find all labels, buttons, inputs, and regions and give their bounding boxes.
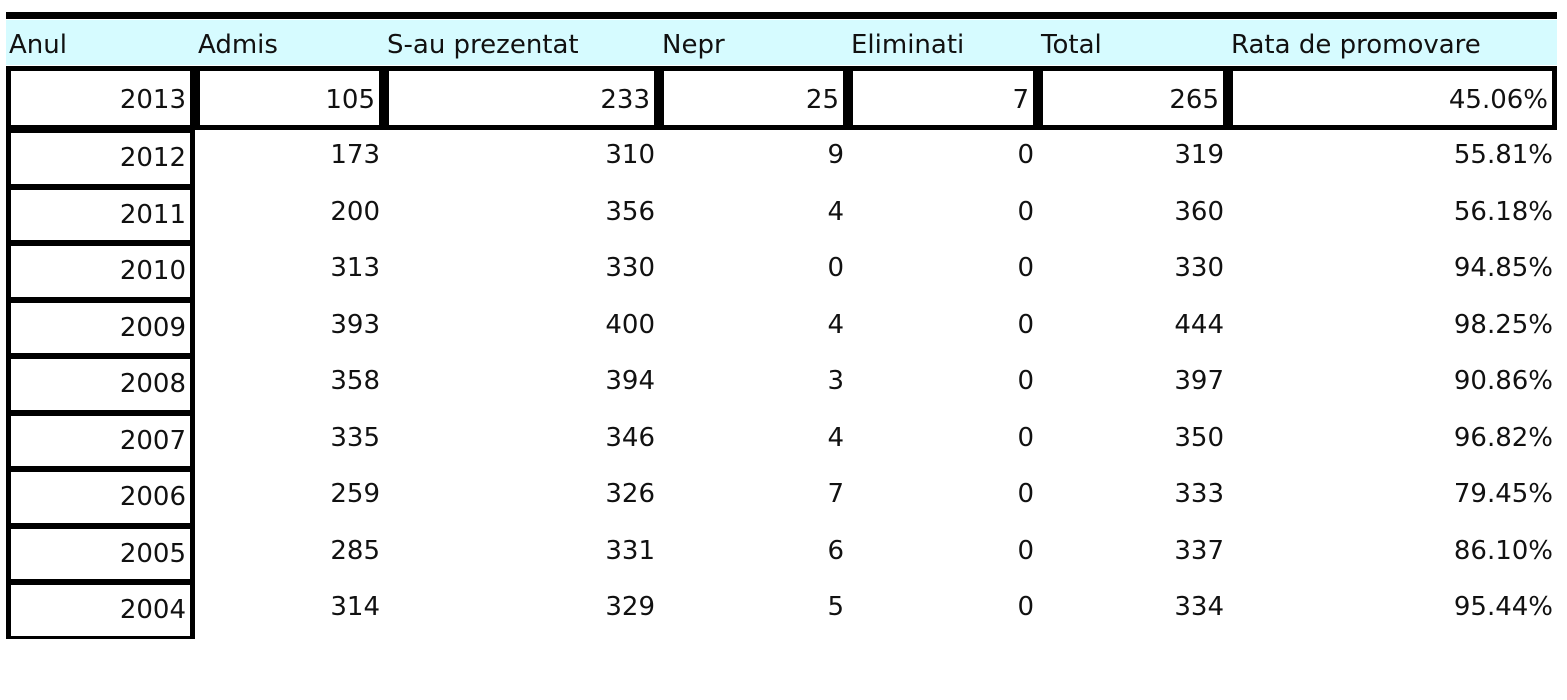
table-cell: 173 [330,140,380,170]
table-cell: 0 [1017,479,1034,509]
table-cell: 2013 [6,66,195,130]
table-cell: 0 [1017,592,1034,622]
table-cell: 2011 [6,186,195,243]
table-cell: 444 [1174,309,1224,340]
column-header: Admis [198,30,278,60]
table-cell: 2009 [6,299,195,356]
table-cell: 358 [330,366,380,396]
table-cell: 326 [605,479,655,509]
table-row: 2004 314 329 5 0 334 95.44% [6,582,1557,639]
column-header: S-au prezentat [387,30,579,60]
table-cell: 356 [605,196,655,227]
table-row: 2011 200 356 4 0 360 56.18% [6,186,1557,243]
table-cell: 400 [605,309,655,340]
table-cell: 5 [827,592,844,622]
table-cell: 0 [1017,422,1034,453]
table-cell: 105 [195,66,384,130]
table-top-border [6,12,1557,19]
table-cell: 285 [330,535,380,566]
table-cell: 394 [605,366,655,396]
table-cell: 2007 [6,412,195,469]
table-cell: 4 [827,196,844,227]
table-cell: 25 [659,66,848,130]
table-cell: 265 [1038,66,1228,130]
table-cell: 335 [330,422,380,453]
table-cell: 0 [1017,535,1034,566]
table-cell: 337 [1174,535,1224,566]
table-cell: 259 [330,479,380,509]
table-cell: 331 [605,535,655,566]
table-cell: 4 [827,309,844,340]
table-row: 2008 358 394 3 0 397 90.86% [6,356,1557,413]
table-cell: 233 [384,66,659,130]
table-cell: 95.44% [1453,592,1553,622]
table-cell: 96.82% [1453,422,1553,453]
table-cell: 56.18% [1453,196,1553,227]
table-cell: 7 [827,479,844,509]
table-cell: 0 [827,253,844,283]
table-row: 2006 259 326 7 0 333 79.45% [6,469,1557,526]
table-cell: 313 [330,253,380,283]
table-cell: 333 [1174,479,1224,509]
table-cell: 334 [1174,592,1224,622]
table-cell: 200 [330,196,380,227]
table-cell: 329 [605,592,655,622]
table-cell: 4 [827,422,844,453]
table-cell: 7 [848,66,1038,130]
table-row: 2009 393 400 4 0 444 98.25% [6,299,1557,356]
column-header: Anul [9,30,67,60]
table-cell: 0 [1017,140,1034,170]
table-row: 2013 105 233 25 7 265 45.06% [6,66,1557,130]
column-header: Eliminati [851,30,965,60]
column-header: Total [1041,30,1102,60]
column-header: Nepr [662,30,725,60]
table-cell: 55.81% [1453,140,1553,170]
table-cell: 2012 [6,130,195,187]
table-cell: 9 [827,140,844,170]
table-row: 2010 313 330 0 0 330 94.85% [6,243,1557,300]
table-cell: 3 [827,366,844,396]
table-cell: 6 [827,535,844,566]
table-header-row: Anul Admis S-au prezentat Nepr Eliminati Tota… [6,20,1557,65]
table-cell: 0 [1017,309,1034,340]
table-cell: 397 [1174,366,1224,396]
table-cell: 360 [1174,196,1224,227]
table-cell: 330 [605,253,655,283]
table-cell: 98.25% [1453,309,1553,340]
table-cell: 94.85% [1453,253,1553,283]
table-cell: 0 [1017,196,1034,227]
table-cell: 0 [1017,253,1034,283]
table-row: 2005 285 331 6 0 337 86.10% [6,525,1557,582]
table-cell: 86.10% [1453,535,1553,566]
table-cell: 346 [605,422,655,453]
table-row: 2007 335 346 4 0 350 96.82% [6,412,1557,469]
table-cell: 393 [330,309,380,340]
table-cell: 45.06% [1228,66,1557,130]
table-cell: 350 [1174,422,1224,453]
table-cell: 2010 [6,243,195,300]
table-cell: 314 [330,592,380,622]
table-cell: 90.86% [1453,366,1553,396]
table-cell: 2006 [6,469,195,526]
table-cell: 310 [605,140,655,170]
column-header: Rata de promovare [1231,30,1481,60]
table-row: 2012 173 310 9 0 319 55.81% [6,130,1557,187]
table-cell: 319 [1174,140,1224,170]
table-cell: 2004 [6,582,195,639]
table-cell: 330 [1174,253,1224,283]
table-cell: 79.45% [1453,479,1553,509]
table-cell: 2005 [6,525,195,582]
table-cell: 0 [1017,366,1034,396]
table-cell: 2008 [6,356,195,413]
